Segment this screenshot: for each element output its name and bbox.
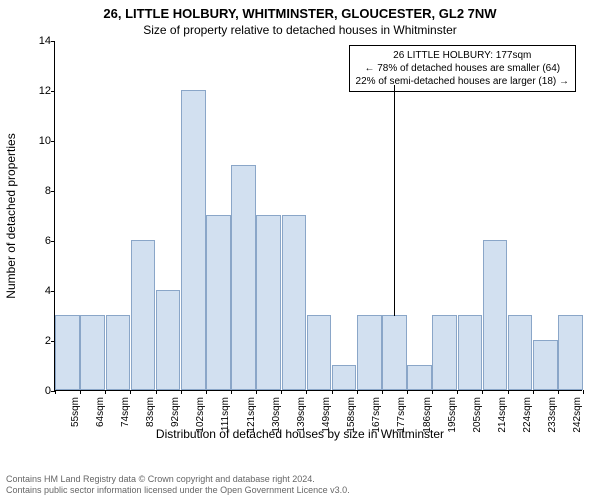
chart-container: Number of detached properties 26 LITTLE … (54, 41, 582, 421)
x-tick-label: 111sqm (220, 397, 231, 437)
histogram-bar (231, 165, 256, 390)
histogram-bar (307, 315, 332, 390)
y-tick-mark (51, 241, 55, 242)
page-subtitle: Size of property relative to detached ho… (0, 21, 600, 41)
annotation-line-2: ← 78% of detached houses are smaller (64… (356, 62, 569, 75)
x-tick-mark (357, 390, 358, 394)
histogram-bar (558, 315, 583, 390)
annotation-box: 26 LITTLE HOLBURY: 177sqm ← 78% of detac… (349, 45, 576, 92)
page-title: 26, LITTLE HOLBURY, WHITMINSTER, GLOUCES… (0, 0, 600, 21)
x-tick-label: 83sqm (145, 397, 156, 437)
x-tick-mark (281, 390, 282, 394)
x-tick-label: 205sqm (472, 397, 483, 437)
histogram-bar (131, 240, 156, 390)
bars-group (55, 41, 582, 390)
x-tick-label: 242sqm (572, 397, 583, 437)
histogram-bar (282, 215, 307, 390)
x-tick-mark (508, 390, 509, 394)
x-tick-label: 121sqm (246, 397, 257, 437)
histogram-bar (382, 315, 407, 390)
footer-attribution: Contains HM Land Registry data © Crown c… (6, 474, 350, 497)
histogram-bar (357, 315, 382, 390)
y-tick-label: 6 (25, 235, 51, 247)
x-tick-mark (306, 390, 307, 394)
y-tick-label: 8 (25, 185, 51, 197)
x-tick-mark (256, 390, 257, 394)
y-tick-label: 12 (25, 85, 51, 97)
y-tick-label: 14 (25, 35, 51, 47)
x-tick-mark (55, 390, 56, 394)
plot-area: Number of detached properties 26 LITTLE … (54, 41, 582, 391)
y-tick-mark (51, 41, 55, 42)
x-tick-label: 214sqm (497, 397, 508, 437)
x-tick-label: 139sqm (296, 397, 307, 437)
histogram-bar (256, 215, 281, 390)
footer-line-1: Contains HM Land Registry data © Crown c… (6, 474, 350, 485)
histogram-bar (181, 90, 206, 390)
histogram-bar (156, 290, 181, 390)
y-tick-label: 4 (25, 285, 51, 297)
x-tick-label: 55sqm (70, 397, 81, 437)
x-tick-mark (130, 390, 131, 394)
x-tick-mark (382, 390, 383, 394)
x-tick-label: 130sqm (271, 397, 282, 437)
x-tick-label: 177sqm (396, 397, 407, 437)
x-tick-mark (432, 390, 433, 394)
y-tick-mark (51, 341, 55, 342)
y-tick-mark (51, 191, 55, 192)
y-tick-label: 10 (25, 135, 51, 147)
histogram-bar (432, 315, 457, 390)
histogram-bar (106, 315, 131, 390)
x-tick-mark (156, 390, 157, 394)
y-tick-mark (51, 91, 55, 92)
x-tick-label: 158sqm (346, 397, 357, 437)
annotation-line-3: 22% of semi-detached houses are larger (… (356, 75, 569, 88)
x-tick-mark (105, 390, 106, 394)
x-tick-label: 167sqm (371, 397, 382, 437)
y-tick-label: 2 (25, 335, 51, 347)
x-tick-mark (206, 390, 207, 394)
y-tick-mark (51, 141, 55, 142)
histogram-bar (332, 365, 357, 390)
histogram-bar (55, 315, 80, 390)
x-tick-label: 149sqm (321, 397, 332, 437)
x-tick-label: 233sqm (547, 397, 558, 437)
x-tick-mark (533, 390, 534, 394)
x-tick-mark (181, 390, 182, 394)
x-tick-label: 195sqm (447, 397, 458, 437)
x-tick-mark (482, 390, 483, 394)
annotation-line-1: 26 LITTLE HOLBURY: 177sqm (356, 49, 569, 62)
x-tick-label: 92sqm (170, 397, 181, 437)
x-tick-label: 74sqm (120, 397, 131, 437)
x-tick-mark (407, 390, 408, 394)
x-tick-label: 224sqm (522, 397, 533, 437)
x-tick-mark (558, 390, 559, 394)
y-tick-mark (51, 291, 55, 292)
x-tick-mark (457, 390, 458, 394)
marker-line (394, 85, 395, 316)
x-tick-label: 186sqm (422, 397, 433, 437)
x-tick-mark (231, 390, 232, 394)
footer-line-2: Contains public sector information licen… (6, 485, 350, 496)
x-tick-label: 102sqm (195, 397, 206, 437)
histogram-bar (206, 215, 231, 390)
histogram-bar (483, 240, 508, 390)
histogram-bar (407, 365, 432, 390)
y-axis-label: Number of detached properties (4, 133, 18, 298)
histogram-bar (80, 315, 105, 390)
y-tick-label: 0 (25, 385, 51, 397)
x-tick-label: 64sqm (95, 397, 106, 437)
histogram-bar (508, 315, 533, 390)
histogram-bar (533, 340, 558, 390)
histogram-bar (458, 315, 483, 390)
x-tick-mark (332, 390, 333, 394)
x-tick-mark (583, 390, 584, 394)
x-tick-mark (80, 390, 81, 394)
